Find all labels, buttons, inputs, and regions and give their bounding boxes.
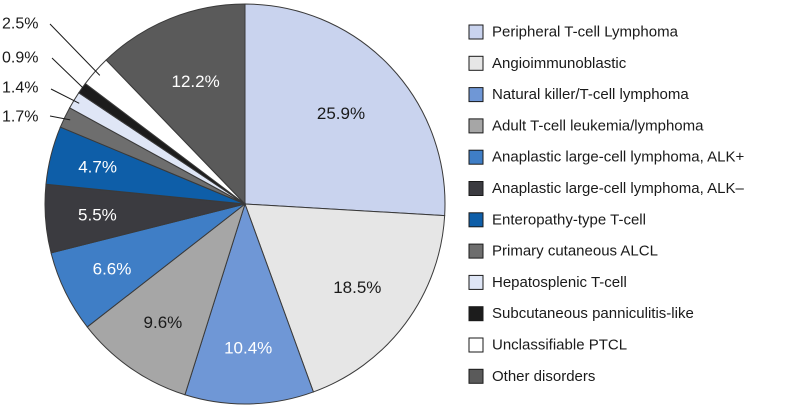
legend-swatch-angioimmunoblastic [468, 55, 484, 71]
legend-swatch-natural-killer-t-cell-lymphoma [468, 87, 484, 103]
legend-swatch-adult-t-cell-leukemia-lymphoma [468, 118, 484, 134]
legend-label-anaplastic-large-cell-lymphoma-alk: Anaplastic large-cell lymphoma, ALK– [492, 180, 744, 197]
slice-label-angioimmunoblastic: 18.5% [333, 278, 381, 297]
leader-line-unclassifiable-ptcl [49, 23, 101, 76]
legend-swatch-subcutaneous-panniculitis-like [468, 306, 484, 322]
pie-slice-natural-killer-t-cell-lymphoma [184, 202, 315, 405]
leader-line-subcutaneous-panniculitis-like [51, 57, 88, 92]
slice-label-other-disorders: 12.2% [171, 72, 219, 91]
slice-label-enteropathy-type-t-cell: 4.7% [78, 157, 117, 176]
legend-label-adult-t-cell-leukemia-lymphoma: Adult T-cell leukemia/lymphoma [492, 117, 704, 134]
legend-item-primary-cutaneous-alcl: Primary cutaneous ALCL [468, 243, 658, 260]
legend-swatch-enteropathy-type-t-cell [468, 212, 484, 228]
slice-label-peripheral-t-cell-lymphoma: 25.9% [317, 104, 365, 123]
leader-line-hepatosplenic-t-cell [50, 88, 80, 104]
legend-swatch-anaplastic-large-cell-lymphoma-alk [468, 149, 484, 165]
legend-swatch-unclassifiable-ptcl [468, 337, 484, 353]
legend-item-anaplastic-large-cell-lymphoma-alk: Anaplastic large-cell lymphoma, ALK+ [468, 149, 744, 166]
legend-item-adult-t-cell-leukemia-lymphoma: Adult T-cell leukemia/lymphoma [468, 117, 704, 134]
slice-label-natural-killer-t-cell-lymphoma: 10.4% [224, 339, 272, 358]
legend-item-natural-killer-t-cell-lymphoma: Natural killer/T-cell lymphoma [468, 86, 689, 103]
legend-item-enteropathy-type-t-cell: Enteropathy-type T-cell [468, 211, 646, 228]
legend-label-angioimmunoblastic: Angioimmunoblastic [492, 55, 627, 72]
legend-item-anaplastic-large-cell-lymphoma-alk: Anaplastic large-cell lymphoma, ALK– [468, 180, 744, 197]
legend-label-other-disorders: Other disorders [492, 368, 595, 385]
slice-label-anaplastic-large-cell-lymphoma-alk: 6.6% [93, 260, 132, 279]
legend-item-hepatosplenic-t-cell: Hepatosplenic T-cell [468, 274, 627, 291]
legend-item-other-disorders: Other disorders [468, 368, 595, 385]
slice-label-adult-t-cell-leukemia-lymphoma: 9.6% [144, 313, 183, 332]
legend-label-primary-cutaneous-alcl: Primary cutaneous ALCL [492, 243, 658, 260]
legend-swatch-other-disorders [468, 368, 484, 384]
pie-slice-peripheral-t-cell-lymphoma [244, 3, 446, 217]
slice-label-anaplastic-large-cell-lymphoma-alk: 5.5% [78, 205, 117, 224]
legend-label-enteropathy-type-t-cell: Enteropathy-type T-cell [492, 211, 646, 228]
legend-label-anaplastic-large-cell-lymphoma-alk: Anaplastic large-cell lymphoma, ALK+ [492, 149, 744, 166]
pie-slice-other-disorders [105, 3, 246, 206]
legend-item-angioimmunoblastic: Angioimmunoblastic [468, 55, 627, 72]
legend-label-hepatosplenic-t-cell: Hepatosplenic T-cell [492, 274, 627, 291]
slice-label-unclassifiable-ptcl: 2.5% [2, 16, 38, 33]
legend-item-peripheral-t-cell-lymphoma: Peripheral T-cell Lymphoma [468, 24, 679, 41]
legend-label-peripheral-t-cell-lymphoma: Peripheral T-cell Lymphoma [492, 24, 679, 41]
legend-swatch-peripheral-t-cell-lymphoma [468, 24, 484, 40]
legend-label-natural-killer-t-cell-lymphoma: Natural killer/T-cell lymphoma [492, 86, 689, 103]
legend-swatch-hepatosplenic-t-cell [468, 274, 484, 290]
slice-label-subcutaneous-panniculitis-like: 0.9% [2, 50, 38, 67]
legend-label-subcutaneous-panniculitis-like: Subcutaneous panniculitis-like [492, 305, 694, 322]
legend-item-subcutaneous-panniculitis-like: Subcutaneous panniculitis-like [468, 305, 694, 322]
pie-slice-adult-t-cell-leukemia-lymphoma [86, 202, 246, 396]
leader-line-primary-cutaneous-alcl [49, 115, 71, 121]
slice-label-primary-cutaneous-alcl: 1.7% [2, 109, 38, 126]
legend-swatch-primary-cutaneous-alcl [468, 243, 484, 259]
legend-label-unclassifiable-ptcl: Unclassifiable PTCL [492, 337, 627, 354]
legend-swatch-anaplastic-large-cell-lymphoma-alk [468, 181, 484, 196]
slice-label-hepatosplenic-t-cell: 1.4% [2, 80, 38, 97]
pie-slice-angioimmunoblastic [244, 203, 446, 393]
legend-item-unclassifiable-ptcl: Unclassifiable PTCL [468, 337, 627, 354]
